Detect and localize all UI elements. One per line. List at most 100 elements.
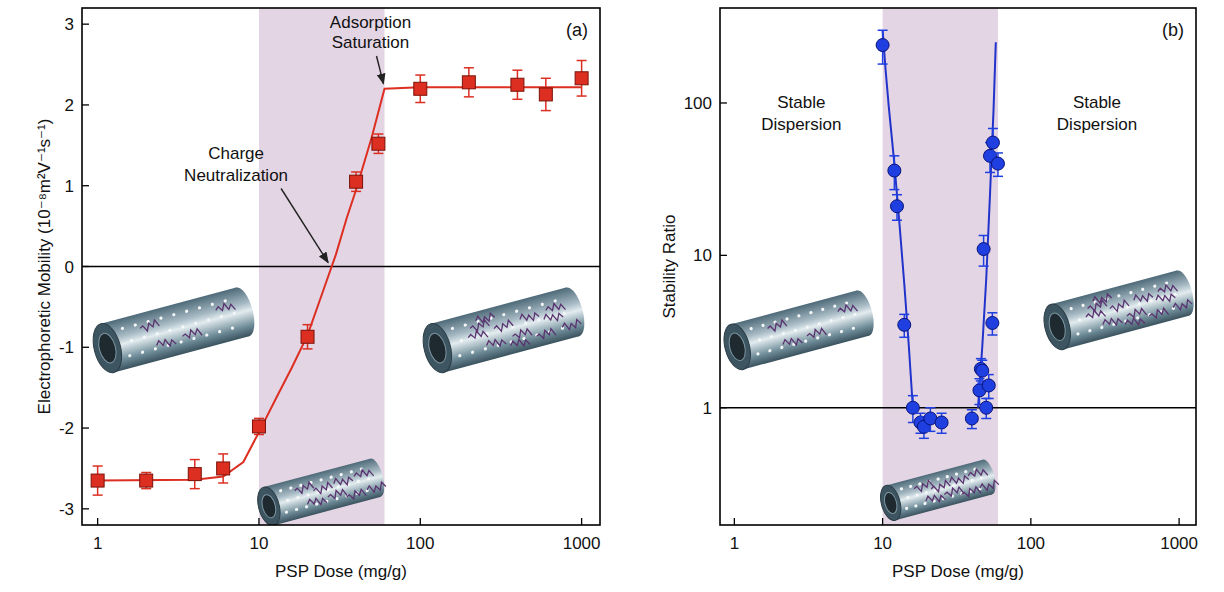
x-tick-label: 1000 [1160, 534, 1198, 553]
polymer-chain [930, 480, 951, 494]
y-tick [82, 24, 89, 25]
plot-area [82, 8, 600, 525]
tube-dot [793, 328, 797, 332]
error-bar-cap [373, 153, 383, 155]
polymer-chain [535, 328, 555, 340]
polymer-chain [181, 327, 202, 340]
annotation-arrow [281, 189, 328, 263]
tube-dot [851, 326, 855, 330]
data-point [986, 136, 999, 149]
polymer-chain [1155, 291, 1176, 305]
error-bar-cap [993, 176, 1003, 178]
annotation: StableDispersion [1057, 93, 1137, 134]
polymer-chain [511, 327, 532, 340]
x-tick-label: 1 [93, 534, 102, 553]
tube-dot [284, 510, 288, 514]
polymer-chain [960, 486, 980, 498]
tube-dot [194, 321, 198, 325]
data-point [982, 379, 995, 392]
error-bar-cap [577, 95, 587, 97]
error-bar-cap [908, 395, 918, 397]
tube-dot [367, 477, 371, 481]
error-bar-cap [925, 407, 935, 409]
nanotube-illustration [877, 457, 1001, 522]
annotation-line: Dispersion [761, 115, 841, 134]
polymer-chain [306, 495, 327, 508]
tube-dot [1088, 329, 1092, 333]
tube-dot [829, 319, 833, 323]
polymer-chain [215, 301, 236, 315]
polymer-chain [545, 301, 566, 315]
annotation: AdsorptionSaturation [330, 13, 411, 52]
polymer-chain [519, 310, 540, 324]
plot-frame [82, 8, 600, 525]
tube-dot [279, 489, 283, 493]
annotation-line: Saturation [332, 33, 410, 52]
y-tick-label: -3 [59, 500, 74, 519]
data-point [414, 82, 427, 95]
polymer-chain [156, 337, 177, 350]
tube-opening [877, 483, 904, 523]
tube-body [264, 459, 381, 525]
error-bar-cap [925, 431, 935, 433]
annotation-line: Charge [208, 144, 264, 163]
tube-dot [306, 493, 310, 497]
error-bar-cap [892, 219, 902, 221]
data-point [252, 420, 265, 433]
reference-line [720, 407, 1196, 409]
polymer-chain [949, 473, 970, 487]
tube-dot [296, 496, 300, 500]
tube-dot [305, 505, 309, 509]
tube-dot [463, 323, 467, 327]
chart: 1101001000-3-2-10123PSP Dose (mg/g)Elect… [0, 0, 1224, 592]
polymer-chain [1102, 315, 1123, 328]
tube-dot [319, 478, 323, 482]
data-point [935, 416, 948, 429]
error-bar-cap [303, 324, 313, 326]
tube-dot [155, 332, 159, 336]
tube-inner-wall [1046, 311, 1068, 342]
x-tick-label: 100 [406, 534, 434, 553]
polymer-chain [353, 467, 374, 481]
tube-dot [841, 316, 845, 320]
data-point [876, 39, 889, 52]
error-bar-cap [141, 472, 151, 474]
tube-dot [179, 340, 183, 344]
polymer-chain [543, 310, 564, 324]
tube-opening [254, 484, 284, 525]
annotation-line: Neutralization [184, 166, 288, 185]
tube-dot [797, 314, 801, 318]
error-bar-cap [979, 265, 989, 267]
error-bar-cap [577, 60, 587, 62]
fit-line [98, 87, 582, 480]
tube-dot [756, 352, 760, 356]
x-tick [581, 518, 582, 525]
error-bar-cap [981, 418, 991, 420]
error-bar-cap [987, 334, 997, 336]
tube-dot [524, 321, 528, 325]
tube-dot [905, 506, 909, 510]
tube-inner-wall [726, 331, 748, 362]
tube-dot [223, 299, 227, 303]
polymer-chain [1124, 316, 1145, 329]
error-bar-cap [967, 409, 977, 411]
tube-dot [761, 323, 765, 327]
annotation: Stable Dispersion [761, 93, 841, 134]
annotation-line: Stable [777, 93, 825, 112]
x-tick-label: 1000 [563, 534, 601, 553]
tube-dot [207, 318, 211, 322]
polymer-chain [979, 480, 1000, 493]
annotation-group: Charge Neutralization [184, 144, 328, 263]
tube-dot [1137, 302, 1141, 306]
y-tick [720, 102, 727, 103]
reference-line [82, 266, 600, 268]
panel-label: (b) [1162, 20, 1184, 40]
tube-opening [418, 320, 456, 375]
tube-dot [915, 493, 919, 497]
data-point [372, 137, 385, 150]
tube-body [1051, 271, 1189, 350]
error-bar-cap [218, 482, 228, 484]
error-bar-cap [987, 312, 997, 314]
tube-dot [528, 306, 532, 310]
polymer-chain [782, 335, 803, 348]
